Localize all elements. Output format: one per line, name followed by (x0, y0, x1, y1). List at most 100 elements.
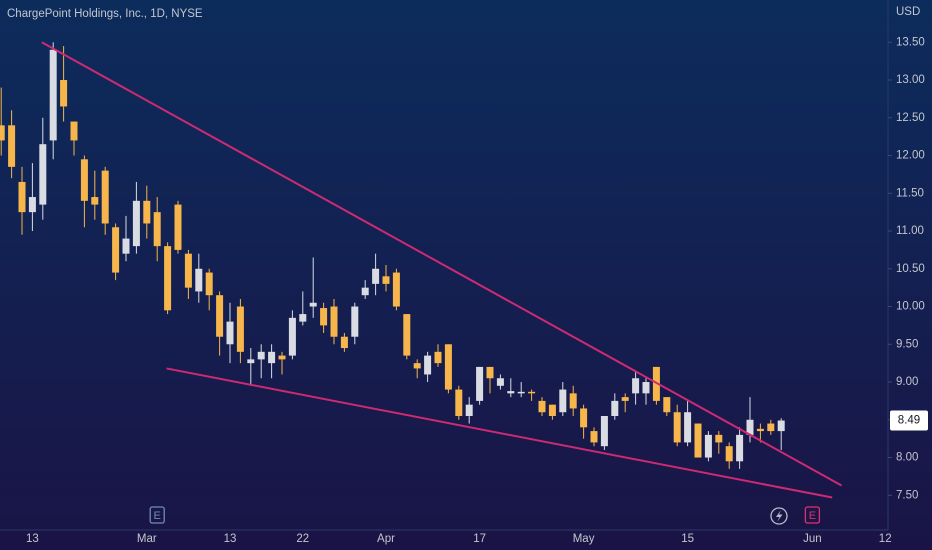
candle (580, 404, 588, 439)
candle (309, 257, 317, 318)
candle (465, 397, 473, 424)
candle-body (507, 391, 515, 394)
candle (600, 415, 608, 450)
candle (372, 253, 380, 296)
candle-body (621, 397, 629, 401)
candle (632, 370, 640, 405)
candle-body (736, 434, 744, 462)
y-tick-label: 11.50 (896, 187, 924, 199)
earnings-marker-label: E (809, 510, 816, 522)
candle (28, 163, 36, 232)
y-tick-label: 7.50 (896, 489, 918, 501)
candle-body (361, 287, 369, 296)
candle-body (434, 351, 442, 364)
candle (195, 253, 203, 303)
candle (288, 310, 296, 360)
candle-body (70, 121, 78, 141)
candle (715, 431, 723, 454)
candle-body (80, 159, 88, 201)
candle (663, 397, 671, 416)
candle-body (517, 391, 525, 394)
candle (507, 378, 515, 398)
candle-body (143, 200, 151, 224)
candle (684, 400, 692, 447)
candle-body (663, 397, 671, 413)
candle-body (632, 378, 640, 394)
candle (403, 314, 411, 360)
x-tick-label: 15 (681, 533, 694, 545)
candle (455, 385, 463, 420)
candle-body (216, 295, 224, 337)
candle (226, 302, 234, 364)
x-tick-label: 13 (224, 533, 237, 545)
candle (538, 397, 546, 416)
candle (112, 223, 120, 281)
candle-body (8, 125, 16, 167)
candle-body (413, 363, 421, 369)
candle-body (496, 378, 504, 386)
earnings-marker (804, 506, 821, 524)
candle-body (309, 302, 317, 307)
candle (0, 87, 5, 156)
candle (548, 404, 556, 420)
x-tick-label: 12 (879, 533, 892, 545)
candle-body (340, 336, 348, 349)
candle (8, 110, 16, 179)
candle-body (756, 428, 764, 432)
candle (736, 427, 744, 469)
y-tick-label: 9.50 (896, 338, 918, 350)
y-tick-label: 12.00 (896, 150, 925, 162)
candle (361, 280, 369, 299)
candle-body (174, 204, 182, 250)
candle-body (684, 412, 692, 443)
candle-body (164, 246, 172, 311)
candle-body (548, 404, 556, 416)
candle-body (330, 306, 338, 337)
candle (299, 291, 307, 326)
candle (777, 418, 785, 450)
candle (704, 431, 712, 462)
candle (486, 366, 494, 394)
candle (205, 268, 213, 311)
dividend-icon (770, 507, 788, 525)
candle-body (476, 366, 484, 401)
candle-body (49, 49, 57, 141)
candle-body (351, 306, 359, 337)
candle (767, 419, 775, 435)
candle-body (465, 404, 473, 416)
candle (330, 298, 338, 345)
candle (174, 200, 182, 254)
candle (496, 374, 504, 390)
candle-body (153, 212, 161, 247)
candle-body (486, 366, 494, 379)
candle (236, 298, 244, 364)
x-tick-label: Mar (137, 533, 157, 545)
candle-body (18, 181, 26, 213)
candle-body (694, 423, 702, 458)
last-price-box (890, 410, 928, 431)
y-tick-label: 10.00 (896, 301, 925, 313)
candle-body (112, 227, 120, 273)
candle (673, 404, 681, 447)
candle-body (642, 382, 650, 394)
candle (320, 302, 328, 333)
candle (39, 117, 47, 220)
candle (278, 351, 286, 375)
candle (559, 382, 567, 416)
candle-body (236, 306, 244, 352)
candle-body (559, 389, 567, 413)
candle (444, 344, 452, 394)
candle-body (777, 420, 785, 432)
candle (143, 185, 151, 239)
candle (590, 427, 598, 447)
candle (694, 423, 702, 458)
candle (756, 423, 764, 443)
candle (164, 242, 172, 315)
y-tick-label: 12.50 (896, 112, 925, 124)
candle (257, 344, 265, 379)
x-tick-label: 22 (296, 533, 309, 545)
candle (268, 344, 276, 379)
